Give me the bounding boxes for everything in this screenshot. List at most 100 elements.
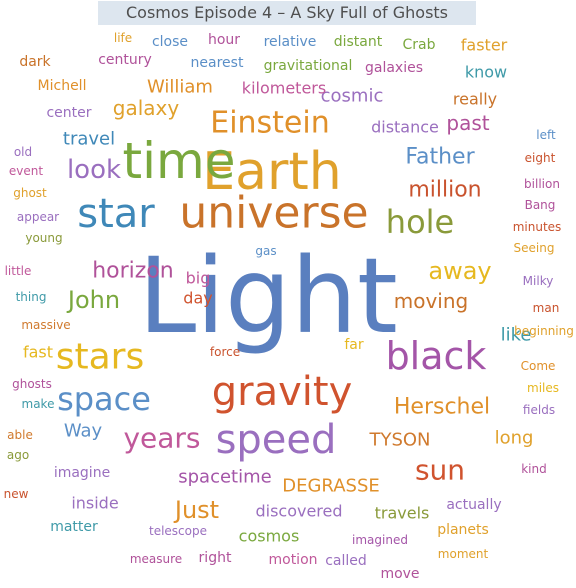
page-title: Cosmos Episode 4 – A Sky Full of Ghosts bbox=[98, 1, 476, 25]
word-minutes: minutes bbox=[513, 220, 562, 234]
word-john: John bbox=[66, 286, 120, 314]
word-spacetime: spacetime bbox=[178, 467, 271, 488]
word-nearest: nearest bbox=[191, 55, 244, 71]
word-like: like bbox=[501, 325, 532, 346]
word-close: close bbox=[152, 34, 188, 50]
word-right: right bbox=[199, 550, 232, 566]
word-way: Way bbox=[64, 421, 103, 442]
word-moment: moment bbox=[438, 547, 489, 561]
word-speed: speed bbox=[216, 417, 337, 463]
word-travel: travel bbox=[63, 129, 115, 150]
word-michell: Michell bbox=[38, 78, 87, 94]
word-young: young bbox=[25, 231, 62, 245]
word-universe: universe bbox=[179, 188, 368, 239]
word-galaxy: galaxy bbox=[113, 96, 180, 120]
word-fast: fast bbox=[23, 343, 53, 362]
word-able: able bbox=[7, 428, 33, 442]
word-hour: hour bbox=[208, 32, 240, 48]
word-telescope: telescope bbox=[149, 524, 207, 538]
word-man: man bbox=[533, 301, 560, 315]
word-william: William bbox=[147, 77, 213, 98]
word-center: center bbox=[46, 105, 91, 121]
word-cosmos: cosmos bbox=[239, 527, 300, 546]
word-tyson: TYSON bbox=[368, 430, 430, 451]
word-imagined: imagined bbox=[352, 533, 408, 547]
word-make: make bbox=[22, 397, 55, 411]
word-big: big bbox=[186, 269, 211, 288]
word-imagine: imagine bbox=[54, 465, 110, 481]
word-billion: billion bbox=[524, 177, 560, 191]
word-gravity: gravity bbox=[212, 369, 353, 415]
word-far: far bbox=[344, 337, 364, 353]
word-degrasse: DEGRASSE bbox=[282, 476, 380, 497]
word-dark: dark bbox=[19, 54, 51, 70]
word-galaxies: galaxies bbox=[365, 60, 423, 76]
word-stars: stars bbox=[56, 337, 145, 378]
word-fields: fields bbox=[523, 403, 555, 417]
word-space: space bbox=[57, 380, 151, 418]
word-bang: Bang bbox=[525, 198, 556, 212]
word-come: Come bbox=[521, 359, 556, 373]
word-event: event bbox=[9, 164, 43, 178]
word-life: life bbox=[114, 31, 132, 45]
word-years: years bbox=[123, 422, 200, 455]
word-new: new bbox=[4, 487, 29, 501]
word-hole: hole bbox=[386, 203, 454, 241]
word-million: million bbox=[408, 178, 481, 203]
word-actually: actually bbox=[446, 497, 501, 513]
word-beginning: beginning bbox=[514, 324, 574, 338]
word-earth: Earth bbox=[202, 142, 341, 202]
word-look: look bbox=[67, 155, 121, 185]
word-called: called bbox=[325, 553, 367, 569]
word-ghost: ghost bbox=[13, 186, 47, 200]
word-einstein: Einstein bbox=[210, 106, 330, 141]
word-old: old bbox=[14, 145, 32, 159]
word-just: Just bbox=[173, 496, 219, 524]
word-day: day bbox=[183, 289, 212, 308]
word-gas: gas bbox=[255, 244, 276, 258]
word-herschel: Herschel bbox=[394, 395, 490, 420]
word-ago: ago bbox=[7, 448, 29, 462]
word-know: know bbox=[465, 63, 507, 82]
word-little: little bbox=[5, 264, 32, 278]
word-star: star bbox=[77, 191, 155, 237]
word-move: move bbox=[380, 566, 419, 582]
word-faster: faster bbox=[461, 36, 508, 55]
word-crab: Crab bbox=[403, 37, 436, 53]
word-sun: sun bbox=[415, 454, 465, 487]
word-distant: distant bbox=[334, 34, 383, 50]
word-milky: Milky bbox=[523, 274, 554, 288]
word-planets: planets bbox=[437, 522, 489, 538]
word-long: long bbox=[495, 428, 534, 449]
word-seeing: Seeing bbox=[514, 241, 555, 255]
word-left: left bbox=[536, 128, 556, 142]
word-past: past bbox=[446, 111, 489, 135]
word-appear: appear bbox=[17, 210, 59, 224]
word-inside: inside bbox=[71, 494, 118, 513]
word-away: away bbox=[428, 257, 491, 285]
word-horizon: horizon bbox=[92, 259, 174, 284]
word-time: time bbox=[123, 132, 236, 190]
word-century: century bbox=[98, 52, 152, 68]
word-gravitational: gravitational bbox=[264, 58, 353, 74]
word-relative: relative bbox=[264, 34, 317, 50]
word-measure: measure bbox=[130, 552, 182, 566]
word-distance: distance bbox=[371, 118, 439, 137]
word-ghosts: ghosts bbox=[12, 377, 52, 391]
word-black: black bbox=[386, 334, 487, 378]
word-motion: motion bbox=[268, 552, 317, 568]
word-miles: miles bbox=[527, 381, 559, 395]
word-force: force bbox=[210, 345, 240, 359]
word-moving: moving bbox=[394, 289, 468, 313]
word-light: Light bbox=[138, 235, 398, 357]
word-father: Father bbox=[405, 145, 475, 170]
word-massive: massive bbox=[21, 318, 70, 332]
word-kind: kind bbox=[521, 462, 547, 476]
word-matter: matter bbox=[50, 519, 98, 535]
word-cosmic: cosmic bbox=[321, 86, 384, 107]
word-kilometers: kilometers bbox=[242, 79, 326, 98]
word-really: really bbox=[453, 90, 497, 109]
word-travels: travels bbox=[375, 504, 430, 523]
word-discovered: discovered bbox=[255, 502, 342, 521]
